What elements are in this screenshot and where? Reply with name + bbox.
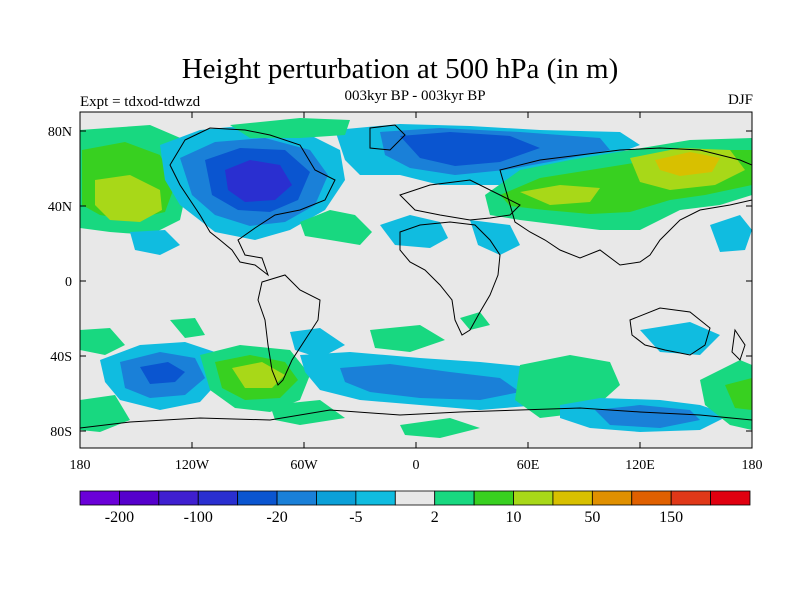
lon-label-0: 0 (413, 458, 420, 473)
colorbar-swatch (119, 490, 160, 506)
contour-ant-green-west (80, 395, 130, 432)
lon-label-120w: 120W (175, 458, 210, 473)
lon-label-60w: 60W (290, 458, 318, 473)
coast-africa (399, 221, 501, 336)
colorbar-swatch (197, 490, 239, 506)
colorbar-labels: -200 -100 -20 -5 2 10 50 150 (105, 509, 683, 526)
colorbar-swatch (158, 490, 199, 506)
colorbar-swatch (434, 490, 475, 506)
experiment-label: Expt = tdxod-tdwzd (80, 94, 201, 110)
colorbar-swatch (591, 490, 633, 506)
contour-fe-gold (655, 152, 720, 176)
contour-wpac-cyan (710, 215, 752, 252)
contour-ant-green-mid (270, 400, 345, 425)
colorbar (79, 490, 751, 506)
contour-satl-green (370, 325, 445, 352)
contour-nz-green (700, 360, 752, 430)
subtitle: 003kyr BP - 003kyr BP (344, 88, 486, 104)
colorbar-label: 150 (659, 509, 683, 526)
contour-atl-green (300, 210, 372, 245)
colorbar-label: 10 (506, 509, 522, 526)
colorbar-label: -100 (184, 509, 213, 526)
page-title: Height perturbation at 500 hPa (in m) (181, 53, 619, 85)
colorbar-swatch (316, 490, 357, 506)
contour-npac-yellow (95, 175, 162, 222)
lat-label-80s: 80S (50, 425, 72, 440)
colorbar-label: -200 (105, 509, 134, 526)
contour-na-core (225, 160, 292, 202)
colorbar-swatch (670, 490, 711, 506)
contour-fill (80, 118, 752, 438)
contour-asia-yellow (520, 185, 600, 205)
colorbar-swatch (552, 490, 593, 506)
lon-label-120e: 120E (625, 458, 655, 473)
colorbar-label: 50 (584, 509, 600, 526)
colorbar-swatch (710, 490, 751, 506)
tick-marks (80, 112, 752, 448)
coast-asia (499, 147, 752, 266)
contour-sp-green-west (80, 328, 125, 355)
colorbar-label: -20 (266, 509, 287, 526)
colorbar-swatch (276, 490, 317, 506)
contour-aus-cyan (640, 322, 720, 355)
coast-greenland (369, 124, 406, 151)
contour-spac-core (140, 362, 185, 384)
lon-label-180w: 180 (70, 458, 91, 473)
colorbar-swatch (79, 490, 120, 506)
coastlines (80, 124, 752, 429)
colorbar-label: -5 (349, 509, 362, 526)
contour-so-blue (340, 364, 520, 400)
contour-ant-green-east (400, 418, 480, 438)
coast-australia (629, 307, 711, 356)
colorbar-swatch (237, 490, 278, 506)
coast-new-zealand (731, 328, 746, 361)
coast-antarctica (80, 407, 752, 429)
lon-label-60e: 60E (517, 458, 540, 473)
contour-pac-cyan (130, 230, 180, 255)
contour-arctic-deep (400, 132, 540, 166)
lat-label-40n: 40N (48, 200, 72, 215)
season-label: DJF (727, 92, 753, 108)
colorbar-swatch (513, 490, 554, 506)
contour-nz-lightgreen (725, 378, 752, 410)
contour-atl-cyan (380, 215, 448, 248)
contour-africa-cyan (470, 220, 520, 255)
contour-sp-green-small (170, 318, 205, 338)
colorbar-swatch (394, 490, 436, 506)
lat-label-80n: 80N (48, 125, 72, 140)
coast-north-america (169, 127, 336, 277)
coast-south-america (257, 274, 321, 386)
lat-label-40s: 40S (50, 350, 72, 365)
colorbar-swatch (473, 490, 514, 506)
lat-label-eq: 0 (65, 275, 72, 290)
colorbar-label: 2 (431, 509, 439, 526)
contour-sa-cyan (290, 328, 345, 358)
colorbar-swatch (355, 490, 396, 506)
coast-europe (399, 179, 521, 221)
colorbar-swatch (631, 490, 672, 506)
lon-label-180e: 180 (742, 458, 763, 473)
